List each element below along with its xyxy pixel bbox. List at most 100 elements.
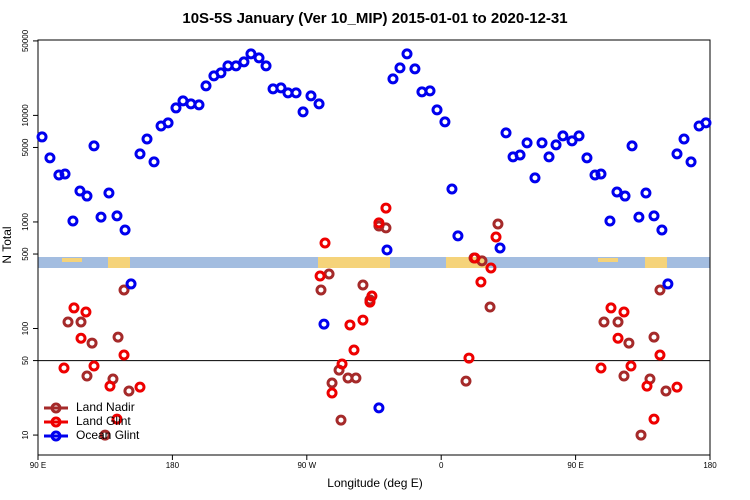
point	[648, 331, 660, 343]
point	[648, 413, 660, 425]
point	[59, 168, 71, 180]
point	[148, 156, 160, 168]
point	[550, 139, 562, 151]
point	[494, 242, 506, 254]
point	[305, 90, 317, 102]
point	[612, 332, 624, 344]
point	[656, 224, 668, 236]
point	[618, 306, 630, 318]
y-tick-label: 50000	[21, 29, 30, 52]
legend-label: Land Glint	[76, 414, 131, 428]
point	[625, 360, 637, 372]
point	[134, 148, 146, 160]
point	[319, 237, 331, 249]
point	[373, 402, 385, 414]
point	[99, 429, 111, 441]
point	[623, 337, 635, 349]
x-tick-label: 0	[439, 461, 444, 470]
point	[543, 151, 555, 163]
point	[490, 231, 502, 243]
point	[611, 186, 623, 198]
legend-marker	[50, 430, 62, 442]
point	[350, 372, 362, 384]
point	[484, 301, 496, 313]
point	[439, 116, 451, 128]
point	[111, 210, 123, 222]
point	[485, 262, 497, 274]
legend-label: Land Nadir	[76, 400, 135, 414]
point	[380, 222, 392, 234]
point	[626, 140, 638, 152]
point	[118, 349, 130, 361]
x-tick-label: 90 E	[30, 461, 46, 470]
point	[452, 230, 464, 242]
x-tick-label: 90 E	[567, 461, 583, 470]
point	[336, 358, 348, 370]
land-shape	[446, 257, 486, 268]
point	[460, 375, 472, 387]
point	[581, 152, 593, 164]
point	[200, 80, 212, 92]
point	[618, 370, 630, 382]
point	[290, 87, 302, 99]
y-axis-label: N Total	[0, 226, 14, 263]
x-axis-label: Longitude (deg E)	[327, 476, 422, 490]
point	[112, 331, 124, 343]
point	[297, 106, 309, 118]
point	[335, 414, 347, 426]
point	[357, 314, 369, 326]
point	[53, 169, 65, 181]
point	[245, 48, 257, 60]
point	[446, 183, 458, 195]
point	[141, 133, 153, 145]
legend-marker	[50, 402, 62, 414]
y-tick-label: 1000	[21, 213, 30, 231]
point	[80, 306, 92, 318]
land-shape	[598, 258, 618, 262]
point	[604, 215, 616, 227]
point	[170, 102, 182, 114]
point	[111, 413, 123, 425]
point	[557, 130, 569, 142]
point	[380, 202, 392, 214]
point	[387, 73, 399, 85]
point	[260, 60, 272, 72]
point	[86, 337, 98, 349]
point	[514, 149, 526, 161]
point	[619, 190, 631, 202]
point	[95, 211, 107, 223]
land-shape	[108, 257, 130, 268]
point	[88, 360, 100, 372]
point	[344, 319, 356, 331]
point	[88, 140, 100, 152]
point	[536, 137, 548, 149]
point	[654, 284, 666, 296]
y-tick-label: 500	[21, 247, 30, 261]
point	[366, 290, 378, 302]
point	[529, 172, 541, 184]
point	[589, 169, 601, 181]
point	[81, 370, 93, 382]
y-tick-label: 100	[21, 321, 30, 335]
point	[104, 380, 116, 392]
point	[660, 385, 672, 397]
point	[595, 168, 607, 180]
point	[521, 137, 533, 149]
map-strip	[38, 257, 710, 268]
point	[357, 279, 369, 291]
land-shape	[645, 257, 667, 268]
point	[58, 362, 70, 374]
point	[685, 156, 697, 168]
point	[605, 302, 617, 314]
land-shape	[318, 257, 390, 268]
plot-frame	[37, 39, 711, 456]
point	[81, 190, 93, 202]
point	[275, 82, 287, 94]
point	[401, 48, 413, 60]
point	[68, 302, 80, 314]
point	[475, 276, 487, 288]
point	[409, 63, 421, 75]
